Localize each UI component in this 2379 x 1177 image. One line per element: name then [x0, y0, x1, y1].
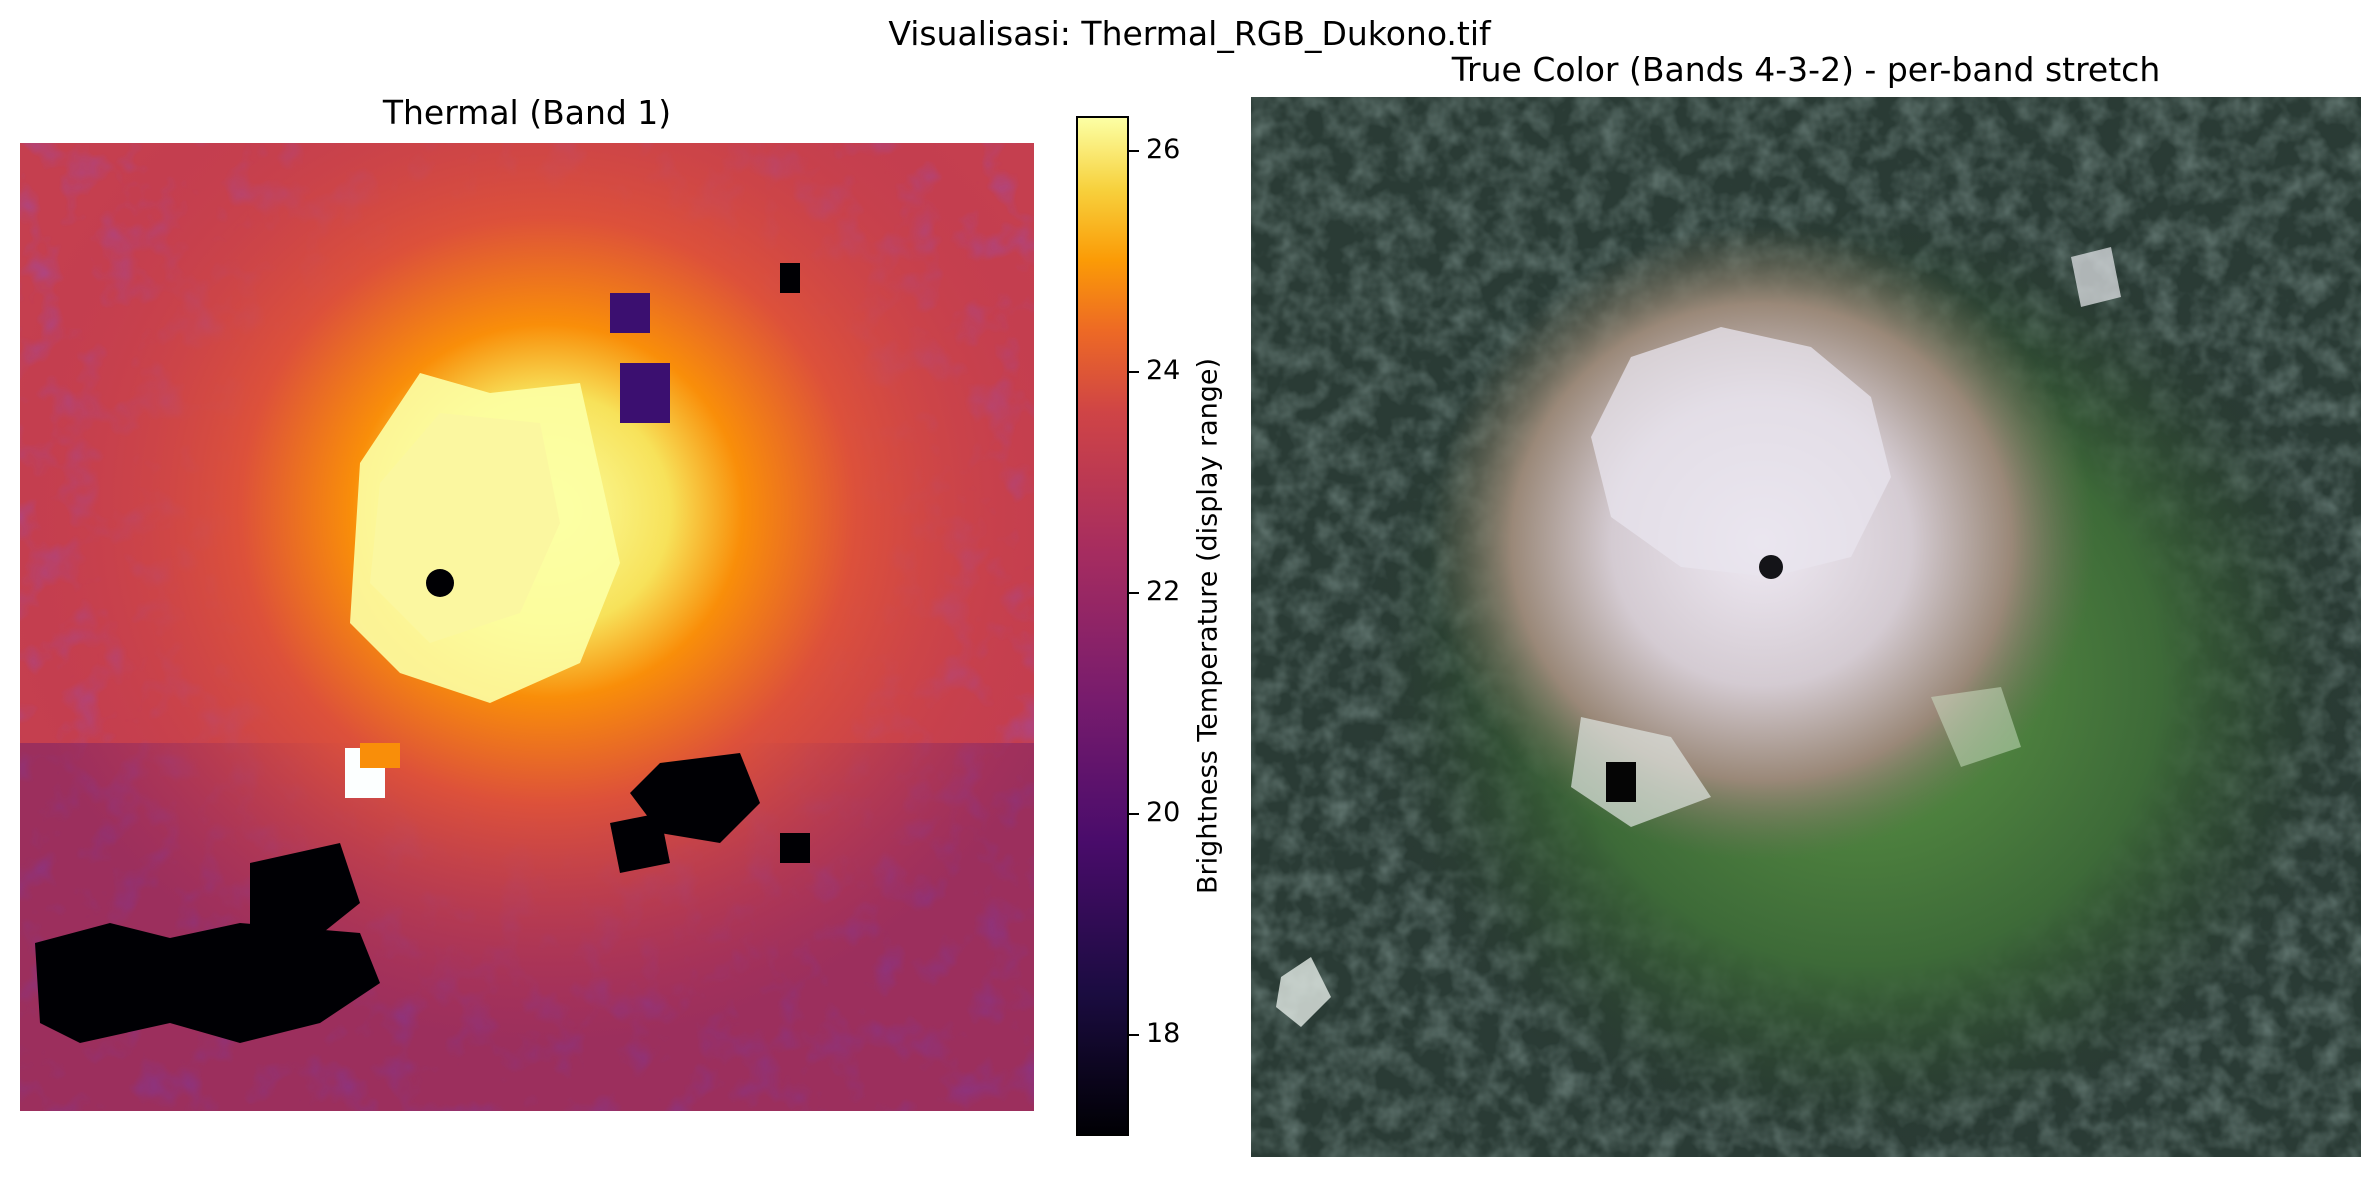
- colorbar: [1076, 116, 1129, 1136]
- colorbar-tick-label: 24: [1146, 355, 1181, 386]
- colorbar-tick-label: 20: [1146, 796, 1181, 828]
- rgb-panel-title: True Color (Bands 4-3-2) - per-band stre…: [1451, 50, 2161, 89]
- thermal-image: [20, 143, 1034, 1111]
- colorbar-tick-mark: [1129, 371, 1139, 373]
- figure-suptitle: Visualisasi: Thermal_RGB_Dukono.tif: [888, 14, 1491, 53]
- colorbar-label: Brightness Temperature (display range): [1192, 357, 1224, 895]
- colorbar-tick-label: 26: [1146, 134, 1181, 166]
- colorbar-tick-mark: [1129, 1033, 1139, 1036]
- colorbar-tick-label: 22: [1146, 575, 1181, 607]
- true-color-image: [1251, 97, 2361, 1157]
- colorbar-tick-mark: [1129, 591, 1139, 594]
- colorbar-tick-mark: [1129, 812, 1139, 815]
- colorbar-tick-mark: [1129, 150, 1139, 153]
- colorbar-tick-label: 18: [1146, 1017, 1181, 1049]
- thermal-panel-title: Thermal (Band 1): [382, 93, 672, 132]
